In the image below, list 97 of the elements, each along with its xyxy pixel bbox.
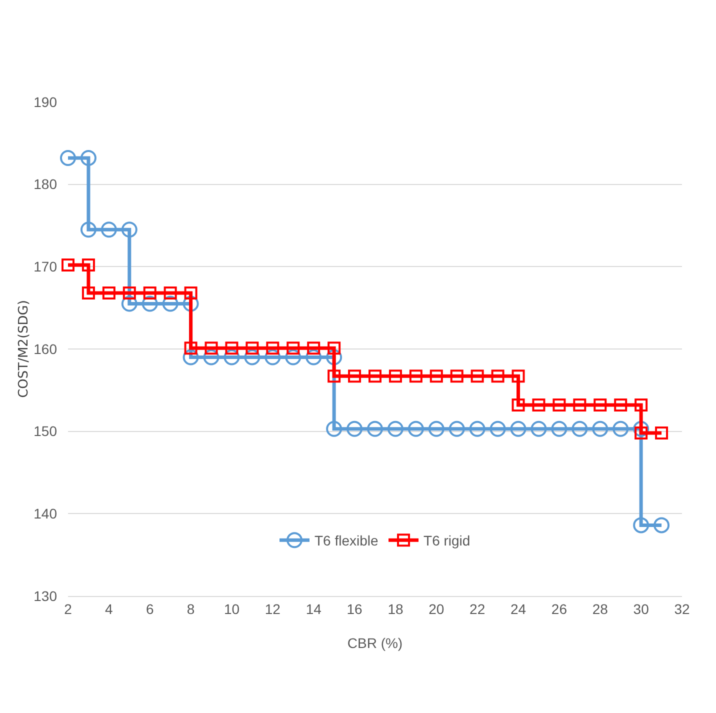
point: [573, 398, 586, 412]
point: [143, 286, 156, 300]
point: [388, 370, 402, 383]
point: [450, 370, 464, 383]
point: [572, 420, 588, 437]
point: [184, 342, 198, 355]
x-tick-label: 30: [633, 600, 650, 617]
legend-label: T6 flexible: [314, 532, 379, 549]
point: [326, 420, 342, 437]
point: [510, 420, 526, 437]
x-tick-label: 8: [186, 600, 195, 617]
point: [121, 222, 138, 238]
point: [512, 398, 525, 412]
point: [633, 517, 650, 534]
point: [409, 370, 422, 383]
y-tick-label: 130: [34, 588, 58, 604]
x-tick-label: 6: [146, 600, 154, 617]
point: [551, 420, 568, 437]
point: [448, 420, 465, 437]
point: [469, 420, 486, 437]
point: [184, 286, 198, 300]
point: [246, 342, 259, 355]
point: [266, 342, 280, 355]
x-tick-label: 26: [551, 600, 568, 617]
point: [328, 342, 341, 355]
point: [633, 420, 650, 437]
point: [182, 296, 199, 312]
point: [512, 370, 525, 383]
point: [142, 296, 158, 312]
y-tick-label: 160: [34, 340, 58, 357]
point: [532, 398, 546, 412]
y-axis-title: COST/M2(SDG): [16, 300, 32, 398]
point: [121, 296, 138, 312]
y-tick-label: 140: [34, 506, 58, 522]
x-tick-label: 2: [64, 600, 72, 617]
point: [491, 370, 504, 383]
point: [328, 370, 341, 383]
point: [62, 258, 74, 272]
legend-label: T6 rigid: [424, 532, 470, 549]
point: [285, 349, 302, 366]
point: [348, 370, 362, 383]
x-tick-label: 16: [346, 600, 363, 617]
point: [80, 150, 96, 166]
point: [102, 286, 116, 300]
point: [203, 349, 220, 366]
x-tick-label: 12: [264, 600, 281, 617]
point: [654, 517, 670, 534]
x-tick-label: 10: [224, 600, 240, 617]
point: [224, 349, 240, 366]
point: [264, 349, 281, 366]
x-tick-label: 32: [674, 600, 690, 617]
point: [408, 420, 424, 437]
point: [430, 370, 443, 383]
point: [204, 342, 218, 355]
point: [82, 258, 95, 272]
point: [326, 349, 342, 366]
point: [655, 426, 668, 440]
point: [306, 349, 322, 366]
point: [387, 420, 404, 437]
point: [614, 398, 628, 412]
x-tick-label: 28: [592, 600, 608, 617]
point: [367, 420, 383, 437]
point: [100, 222, 117, 238]
x-tick-label: 4: [105, 600, 114, 617]
point: [634, 426, 648, 440]
point: [162, 296, 178, 312]
y-tick-label: 190: [34, 94, 58, 110]
point: [612, 420, 629, 437]
x-tick-label: 18: [388, 600, 404, 617]
point: [82, 286, 95, 300]
point: [490, 420, 506, 437]
point: [225, 342, 238, 355]
y-tick-label: 180: [34, 176, 58, 192]
x-axis-title: CBR (%): [347, 635, 403, 651]
y-tick-label: 170: [34, 258, 58, 275]
point: [60, 150, 76, 166]
x-tick-label: 20: [428, 600, 444, 617]
x-tick-label: 24: [510, 600, 526, 617]
point: [122, 286, 136, 300]
x-tick-label: 22: [470, 600, 486, 617]
point: [286, 342, 300, 355]
x-tick-label: 14: [306, 600, 322, 617]
point: [530, 420, 547, 437]
point: [307, 342, 320, 355]
point: [164, 286, 177, 300]
point: [368, 370, 382, 383]
point: [182, 349, 199, 366]
y-tick-label: 150: [34, 423, 58, 440]
point: [634, 398, 648, 412]
point: [592, 420, 608, 437]
point: [470, 370, 484, 383]
point: [552, 398, 566, 412]
point: [80, 222, 96, 238]
point: [244, 349, 260, 366]
point: [428, 420, 444, 437]
point: [346, 420, 363, 437]
point: [594, 398, 607, 412]
